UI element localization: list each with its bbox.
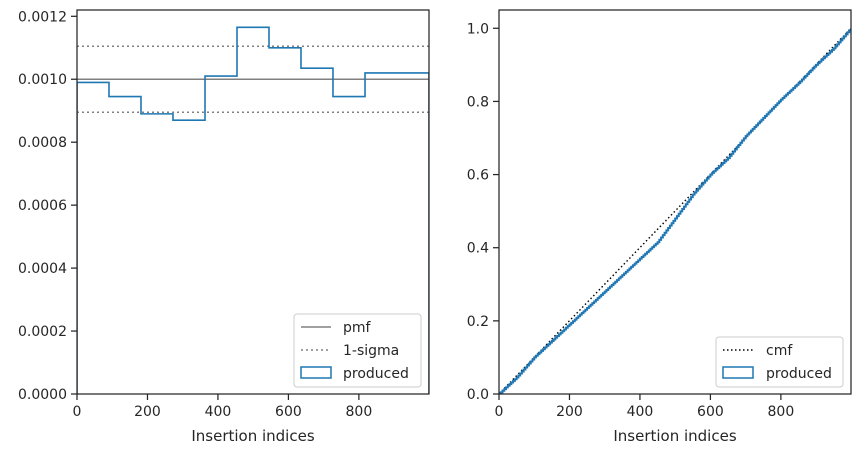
y-tick-label: 0.2 <box>467 314 489 330</box>
pmf-axes-frame <box>76 9 430 395</box>
legend-label-pmf: pmf <box>343 320 372 336</box>
x-tick-label: 600 <box>275 404 302 420</box>
cmf-panel: 0 200 400 600 800 0.0 0.2 0.4 0.6 0.8 1.0 cmf prod… <box>467 9 852 445</box>
pmf-plot-area: 0 200 400 600 800 0.0000 0.0002 0.0004 0.0006 0.0… <box>18 9 429 420</box>
y-tick-label: 0.0004 <box>18 261 67 277</box>
y-tick-label: 0.0000 <box>18 387 67 403</box>
cmf-plot-area: 0 200 400 600 800 0.0 0.2 0.4 0.6 0.8 1.0 <box>467 21 851 420</box>
pmf-legend: pmf 1-sigma produced <box>293 313 422 388</box>
y-tick-label: 0.0012 <box>18 9 67 25</box>
y-tick-label: 0.8 <box>467 94 489 110</box>
plot-marks <box>77 26 429 394</box>
cmf-axes-frame <box>498 9 852 395</box>
x-tick-label: 200 <box>556 404 583 420</box>
cmf-legend: cmf produced <box>715 336 844 388</box>
y-tick-label: 0.4 <box>467 241 489 257</box>
x-tick-label: 800 <box>768 404 795 420</box>
y-tick-label: 0.0010 <box>18 72 67 88</box>
y-tick-label: 0.6 <box>467 168 489 184</box>
legend-label-produced: produced <box>343 366 409 382</box>
x-tick-label: 600 <box>697 404 724 420</box>
plot-marks <box>499 27 851 394</box>
y-tick-label: 0.0006 <box>18 198 67 214</box>
legend-swatch-produced <box>722 366 754 379</box>
legend-label-1-sigma: 1-sigma <box>343 343 399 359</box>
cmf-line <box>499 27 851 394</box>
y-tick-label: 1.0 <box>467 21 489 37</box>
x-tick-label: 0 <box>73 404 82 420</box>
pmf-x-axis-label: Insertion indices <box>191 427 314 445</box>
legend-label-cmf: cmf <box>766 343 793 359</box>
x-tick-label: 400 <box>205 404 232 420</box>
x-tick-label: 0 <box>495 404 504 420</box>
legend-swatch-produced <box>300 366 332 379</box>
legend-label-produced: produced <box>766 366 832 382</box>
y-tick-label: 0.0 <box>467 387 489 403</box>
cmf-x-axis-label: Insertion indices <box>613 427 736 445</box>
x-tick-label: 400 <box>627 404 654 420</box>
x-tick-label: 200 <box>134 404 161 420</box>
produced-histogram <box>77 26 429 394</box>
y-tick-label: 0.0002 <box>18 324 67 340</box>
x-tick-label: 800 <box>346 404 373 420</box>
y-tick-label: 0.0008 <box>18 135 67 151</box>
pmf-histogram-panel: 0 200 400 600 800 0.0000 0.0002 0.0004 0.0006 0.0… <box>18 9 430 445</box>
produced-cmf-curve <box>499 28 851 394</box>
legend-frame <box>293 313 422 388</box>
